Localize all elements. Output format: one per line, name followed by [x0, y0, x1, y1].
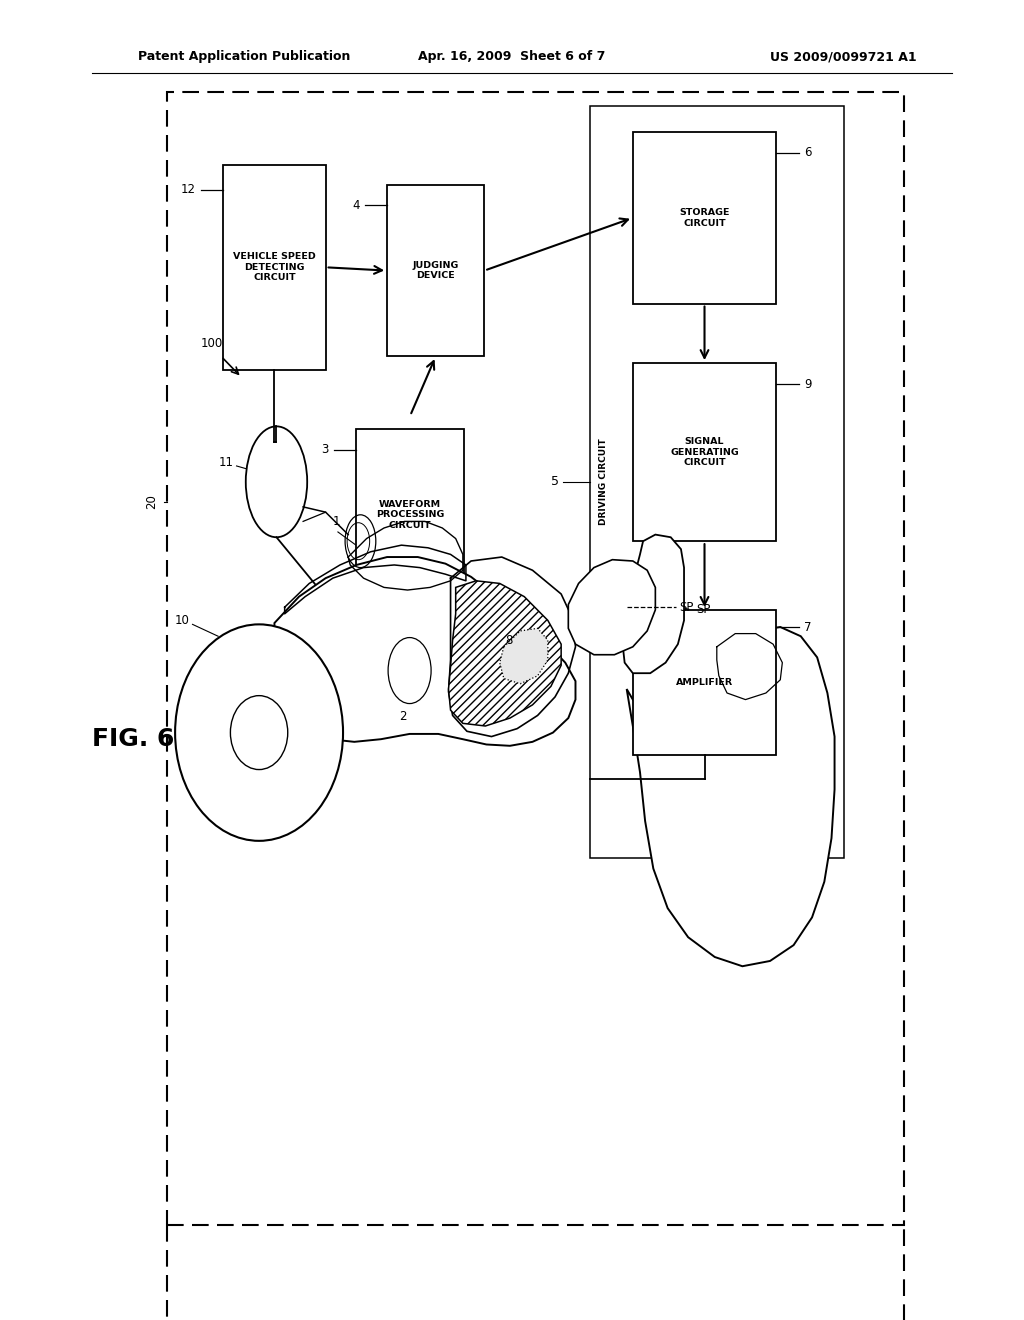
- Bar: [590, 106, 844, 858]
- Text: Patent Application Publication: Patent Application Publication: [138, 50, 350, 63]
- Bar: [387, 185, 484, 356]
- Text: 8: 8: [500, 627, 507, 640]
- Text: 12: 12: [180, 183, 196, 197]
- Text: US 2009/0099721 A1: US 2009/0099721 A1: [770, 50, 916, 63]
- Bar: [167, 92, 904, 1225]
- Text: WAVEFORM
PROCESSING
CIRCUIT: WAVEFORM PROCESSING CIRCUIT: [376, 500, 444, 529]
- Text: VEHICLE SPEED
DETECTING
CIRCUIT: VEHICLE SPEED DETECTING CIRCUIT: [233, 252, 315, 282]
- Bar: [633, 132, 776, 304]
- Text: AMPLIFIER: AMPLIFIER: [676, 678, 733, 686]
- Polygon shape: [274, 557, 575, 746]
- Text: 6: 6: [804, 147, 811, 160]
- Text: 1: 1: [333, 515, 340, 528]
- Text: 5: 5: [551, 475, 559, 488]
- Text: DRIVING CIRCUIT: DRIVING CIRCUIT: [599, 438, 607, 525]
- Text: 8: 8: [505, 634, 512, 647]
- Text: FIG. 6: FIG. 6: [92, 727, 174, 751]
- Text: 9: 9: [804, 378, 811, 391]
- Bar: [633, 363, 776, 541]
- Polygon shape: [449, 581, 561, 726]
- Text: SP: SP: [696, 603, 711, 616]
- Bar: [633, 610, 776, 755]
- Text: SP: SP: [679, 601, 693, 614]
- Circle shape: [175, 624, 343, 841]
- Text: STORAGE
CIRCUIT: STORAGE CIRCUIT: [679, 209, 730, 227]
- Bar: [223, 165, 326, 370]
- Polygon shape: [500, 628, 548, 684]
- Text: 7: 7: [804, 620, 811, 634]
- Text: Apr. 16, 2009  Sheet 6 of 7: Apr. 16, 2009 Sheet 6 of 7: [419, 50, 605, 63]
- Text: JUDGING
DEVICE: JUDGING DEVICE: [413, 261, 459, 280]
- Text: SIGNAL
GENERATING
CIRCUIT: SIGNAL GENERATING CIRCUIT: [670, 437, 739, 467]
- Text: 100: 100: [201, 337, 223, 350]
- Polygon shape: [623, 535, 684, 673]
- Text: 4: 4: [352, 199, 359, 213]
- Text: 3: 3: [322, 444, 329, 457]
- Text: 10: 10: [174, 614, 189, 627]
- Polygon shape: [627, 627, 835, 966]
- Bar: [356, 429, 464, 601]
- Text: 20: 20: [145, 494, 158, 510]
- Text: 11: 11: [218, 455, 233, 469]
- Polygon shape: [568, 560, 655, 655]
- Text: 2: 2: [399, 710, 407, 723]
